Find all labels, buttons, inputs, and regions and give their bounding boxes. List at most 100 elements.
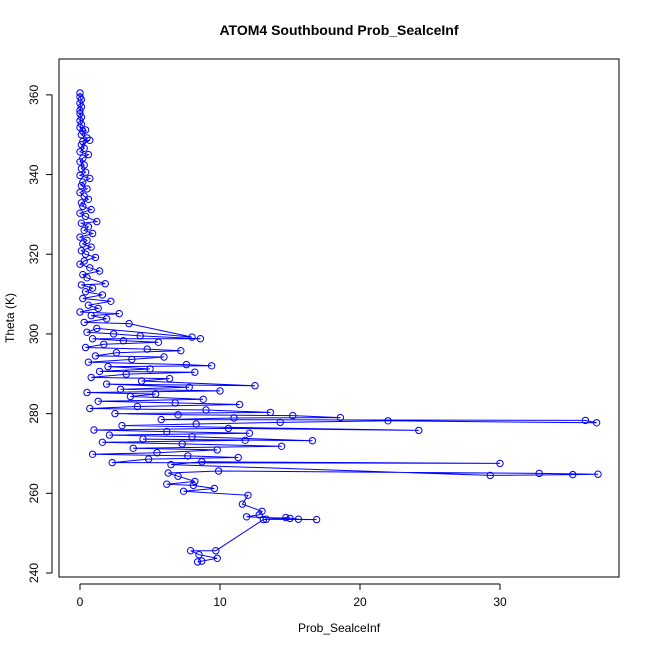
data-point: [118, 421, 126, 430]
data-point: [165, 374, 174, 383]
data-point: [126, 392, 135, 401]
data-point: [136, 332, 144, 340]
data-point: [102, 380, 111, 388]
data-point: [116, 385, 125, 393]
data-point: [213, 554, 221, 562]
data-point: [174, 411, 182, 419]
data-point: [94, 397, 102, 405]
y-axis: 240 260 280 300 320 340 360: [27, 85, 53, 583]
data-point: [282, 513, 290, 522]
data-point: [139, 435, 147, 443]
y-tick-label: 240: [27, 563, 41, 583]
data-point: [164, 469, 172, 477]
data-point: [182, 360, 191, 369]
series-line: [78, 92, 599, 563]
data-point: [98, 291, 107, 299]
data-point: [84, 358, 93, 366]
data-point: [174, 472, 182, 480]
data-point: [86, 136, 94, 145]
data-point: [242, 513, 251, 521]
data-point: [286, 514, 294, 523]
data-point: [277, 442, 286, 450]
data-point: [77, 103, 86, 111]
data-point: [95, 267, 104, 275]
x-axis: 0 10 20 30: [77, 583, 507, 609]
data-point: [79, 294, 87, 303]
data-point: [76, 109, 84, 118]
data-point: [111, 409, 119, 418]
data-point: [244, 491, 252, 499]
data-point: [86, 264, 94, 272]
data-point: [189, 481, 198, 490]
data-point: [86, 174, 94, 183]
data-point: [195, 551, 203, 559]
data-point: [192, 420, 200, 428]
data-point: [276, 418, 284, 427]
data-point: [133, 402, 142, 411]
data-point: [167, 460, 175, 469]
data-point: [86, 404, 94, 413]
data-point: [79, 202, 87, 211]
data-point: [77, 164, 86, 173]
data-point: [88, 450, 97, 458]
data-point: [191, 477, 199, 486]
data-point: [93, 217, 101, 226]
chart-title: ATOM4 Southbound Prob_SealceInf: [219, 22, 458, 38]
data-point: [210, 484, 219, 493]
data-point: [535, 469, 543, 478]
data-point: [95, 367, 104, 376]
series-path: [78, 92, 599, 563]
data-point: [207, 362, 216, 370]
data-point: [160, 353, 168, 361]
data-point: [104, 362, 112, 371]
data-point: [177, 347, 185, 355]
data-point: [83, 185, 91, 193]
x-tick-label: 10: [213, 595, 227, 609]
data-point: [154, 338, 163, 346]
data-point: [186, 547, 195, 555]
data-point: [76, 308, 84, 316]
data-point: [91, 253, 100, 262]
data-point: [198, 557, 206, 565]
data-point: [87, 373, 95, 382]
data-point: [77, 199, 86, 207]
plot-frame: [58, 58, 620, 578]
data-point: [202, 406, 210, 414]
data-point: [184, 452, 192, 460]
x-axis-label: Prob_SealceInf: [298, 621, 381, 635]
data-point: [125, 319, 133, 328]
data-point: [163, 480, 171, 488]
data-point: [87, 243, 95, 251]
data-point: [163, 427, 171, 436]
data-point: [216, 387, 224, 395]
data-point: [214, 467, 223, 475]
data-point: [83, 274, 91, 282]
data-point: [76, 171, 84, 180]
data-point: [178, 440, 186, 448]
data-point: [100, 340, 108, 348]
data-point: [81, 250, 90, 258]
data-point: [122, 370, 130, 378]
data-point: [594, 470, 602, 478]
data-point: [109, 330, 118, 338]
data-point: [76, 260, 84, 268]
data-point: [415, 426, 423, 435]
data-point: [94, 304, 102, 313]
data-point: [93, 324, 101, 333]
data-point: [259, 515, 268, 524]
data-point: [112, 349, 121, 357]
data-point: [234, 453, 242, 462]
data-point: [198, 458, 206, 466]
data-point: [241, 436, 249, 444]
data-point: [79, 240, 87, 248]
data-point: [88, 284, 97, 292]
data-point: [76, 209, 84, 217]
data-point: [199, 395, 207, 403]
data-point: [77, 95, 86, 104]
data-point: [80, 226, 88, 235]
data-point: [76, 89, 84, 97]
data-point: [384, 417, 392, 425]
data-point: [101, 280, 109, 288]
data-point: [81, 288, 90, 296]
data-point: [128, 355, 136, 364]
